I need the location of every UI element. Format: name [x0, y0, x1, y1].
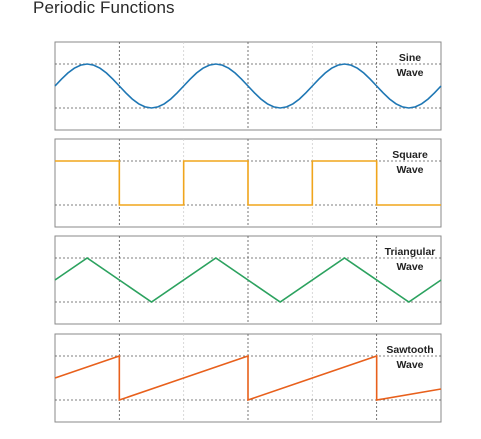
square-wave-label-line: Square: [392, 149, 428, 161]
triangular-wave-line: [54, 257, 442, 303]
square-wave-line: [55, 160, 441, 206]
sine-wave-line: [54, 63, 442, 109]
sine-wave-panel: Sine Wave: [54, 41, 442, 131]
chart-title: Periodic Functions: [33, 0, 175, 17]
sine-wave-label-line: Wave: [396, 67, 423, 79]
sawtooth-wave-line: [54, 354, 442, 402]
sawtooth-wave-label: Sawtooth Wave: [386, 344, 433, 371]
square-wave-label: Square Wave: [392, 149, 428, 176]
sawtooth-wave-label-line: Sawtooth: [386, 344, 433, 356]
sawtooth-wave-panel: Sawtooth Wave: [54, 333, 442, 423]
triangular-wave-label: Triangular Wave: [385, 246, 436, 273]
triangular-wave-panel: Triangular Wave: [54, 235, 442, 325]
sine-wave-label: Sine Wave: [396, 52, 423, 79]
sine-wave-label-line: Sine: [399, 52, 421, 64]
sawtooth-wave-label-line: Wave: [396, 359, 423, 371]
triangular-wave-label-line: Triangular: [385, 246, 436, 258]
triangular-wave-label-line: Wave: [396, 261, 423, 273]
square-wave-panel: Square Wave: [54, 138, 442, 228]
square-wave-label-line: Wave: [396, 164, 423, 176]
